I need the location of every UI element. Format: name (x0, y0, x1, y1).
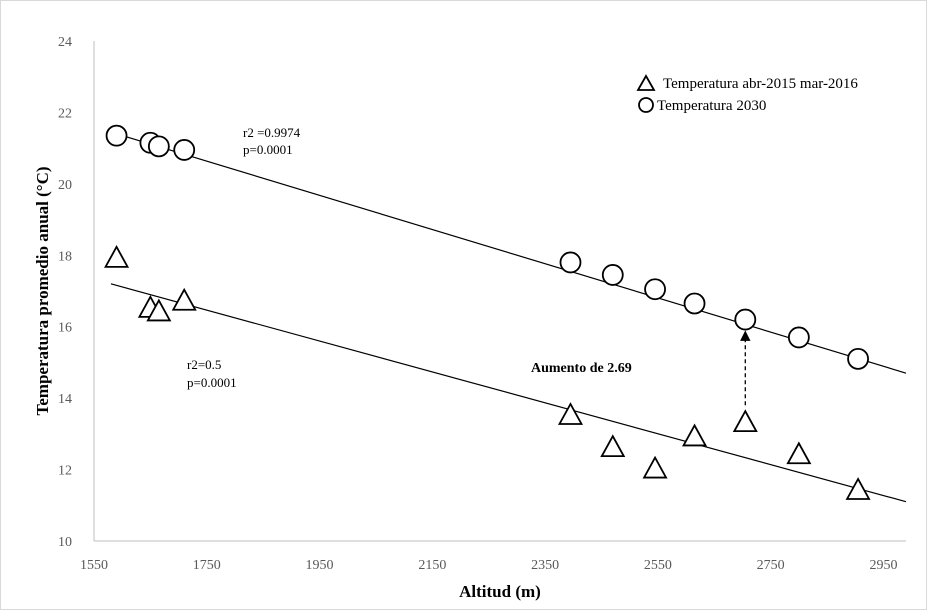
point-observed (732, 409, 758, 433)
point-2030 (559, 251, 582, 274)
point-observed (146, 298, 172, 322)
y-tick-label: 10 (58, 535, 72, 550)
point-2030 (847, 347, 869, 370)
x-tick-label: 2350 (531, 558, 559, 573)
point-observed (557, 402, 584, 425)
legend-label-2030: Temperatura 2030 (657, 98, 766, 114)
point-observed (171, 287, 197, 311)
point-2030 (173, 139, 196, 161)
p-obs-label: p=0.0001 (187, 375, 237, 390)
x-tick-label: 1550 (80, 558, 108, 573)
y-tick-label: 16 (58, 321, 72, 336)
trendline-observed (110, 283, 907, 503)
x-tick-label: 1950 (306, 558, 334, 573)
x-tick-labels: 1550 1750 1950 2150 2350 2550 2750 2950 (80, 558, 897, 573)
point-2030 (147, 135, 170, 158)
x-tick-label: 2150 (418, 558, 446, 573)
x-axis-title: Altitud (m) (459, 582, 541, 601)
x-tick-label: 2550 (644, 558, 672, 573)
data-points (104, 124, 871, 500)
y-tick-label: 24 (58, 35, 72, 50)
r2-2030-label: r2 =0.9974 (243, 125, 301, 140)
point-2030 (601, 264, 624, 286)
point-2030 (787, 326, 810, 349)
point-2030 (644, 278, 666, 301)
y-tick-label: 22 (58, 106, 72, 121)
legend-label-observed: Temperatura abr-2015 mar-2016 (663, 76, 858, 92)
y-tick-label: 14 (58, 392, 72, 407)
p-2030-label: p=0.0001 (243, 142, 293, 157)
y-tick-labels: 10 12 14 16 18 20 22 24 (58, 35, 72, 550)
y-axis-title: Temperatura promedio anual (°C) (33, 166, 52, 415)
point-2030 (734, 308, 757, 331)
x-tick-label: 2750 (757, 558, 785, 573)
y-tick-label: 12 (58, 464, 72, 479)
x-tick-label: 2950 (869, 558, 897, 573)
legend-circle-marker (638, 97, 654, 113)
point-2030 (105, 124, 128, 147)
point-observed (600, 434, 626, 458)
point-observed (104, 244, 130, 268)
y-tick-label: 20 (58, 178, 72, 193)
point-observed (786, 441, 812, 465)
y-tick-label: 18 (58, 249, 72, 264)
increase-label: Aumento de 2.69 (531, 361, 632, 376)
legend: Temperatura abr-2015 mar-2016 Temperatur… (636, 74, 858, 114)
point-2030 (683, 292, 706, 315)
r2-obs-label: r2=0.5 (187, 357, 221, 372)
trendline-2030 (110, 131, 907, 374)
point-observed (642, 455, 668, 479)
point-observed (845, 477, 871, 500)
trendlines (110, 131, 907, 503)
legend-triangle-marker (636, 74, 656, 91)
x-tick-label: 1750 (193, 558, 221, 573)
point-observed (682, 423, 708, 447)
